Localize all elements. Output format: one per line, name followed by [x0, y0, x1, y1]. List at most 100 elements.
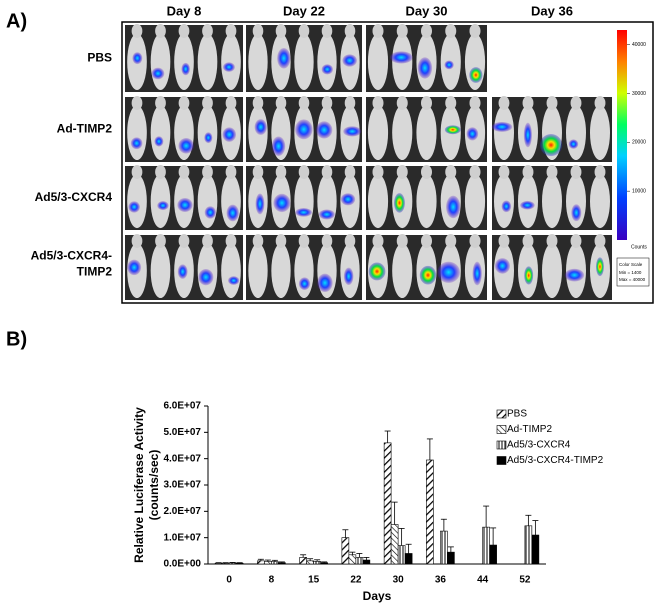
signal	[501, 200, 512, 213]
mouse-head	[469, 24, 481, 38]
y-tick-label: 3.0E+07	[163, 480, 201, 491]
mouse-head	[344, 234, 356, 248]
mouse-head	[372, 24, 384, 38]
mouse-head	[275, 165, 287, 179]
bar	[489, 544, 497, 565]
signal	[298, 277, 311, 291]
signal	[368, 262, 386, 281]
mouse-head	[445, 24, 457, 38]
y-tick-label: 6.0E+07	[163, 401, 201, 412]
signal	[520, 200, 535, 210]
signal	[181, 62, 190, 76]
signal	[343, 267, 354, 285]
bar	[221, 562, 230, 565]
mouse	[221, 243, 241, 299]
color-scale-title: Color Scale	[619, 262, 643, 267]
mouse-head	[469, 165, 481, 179]
bar	[214, 562, 223, 565]
signal	[254, 119, 267, 135]
signal	[177, 198, 193, 213]
mouse	[590, 105, 610, 161]
mouse	[294, 33, 314, 90]
mouse	[294, 174, 314, 229]
bar	[257, 560, 265, 565]
day-label: Day 8	[167, 3, 202, 18]
mouse-head	[321, 24, 333, 38]
mouse-head	[202, 96, 213, 110]
mouse-head	[155, 234, 166, 248]
mouse-head	[396, 165, 408, 179]
mouse-head	[421, 165, 432, 179]
signal	[128, 201, 140, 213]
mouse	[494, 105, 514, 161]
bar	[355, 557, 364, 565]
y-tick-label: 5.0E+07	[163, 427, 201, 438]
bar	[235, 562, 244, 565]
bar	[228, 562, 237, 565]
signal	[178, 137, 194, 154]
mouse-head	[202, 165, 213, 179]
mouse	[197, 33, 218, 90]
mouse-head	[522, 234, 534, 248]
mouse-head	[275, 234, 287, 248]
mouse-head	[594, 234, 606, 248]
mouse-head	[225, 165, 237, 179]
y-tick-label: 0.0E+00	[163, 559, 201, 570]
signal	[494, 258, 510, 274]
color-scale-min: Min = 1400	[619, 270, 642, 275]
mouse-head	[298, 234, 310, 248]
signal	[491, 121, 513, 132]
mouse	[367, 105, 389, 161]
bar	[348, 554, 357, 565]
panel-b: B) 0.0E+00 1.0E+07 2.0E+07 3.0E+07 4.0E+07 5.0…	[6, 328, 604, 603]
mouse-head	[131, 234, 143, 248]
panel-label: A)	[6, 10, 27, 32]
mouse-head	[522, 165, 534, 179]
x-axis-label: Days	[363, 589, 392, 603]
bar	[531, 534, 540, 565]
color-scale-max: Max = 40000	[619, 277, 646, 282]
mouse-head	[469, 96, 481, 110]
signal	[437, 261, 460, 283]
day-label: Day 36	[531, 3, 573, 18]
mouse	[150, 33, 171, 90]
signal	[255, 193, 265, 215]
row-label: TIMP2	[77, 265, 113, 279]
mouse	[248, 243, 268, 299]
mouse-head	[546, 96, 558, 110]
row-label: Ad5/3-CXCR4	[35, 190, 113, 204]
y-tick-label: 4.0E+07	[163, 453, 201, 464]
bar	[271, 561, 279, 565]
mouse-head	[298, 165, 310, 179]
mouse	[367, 33, 389, 90]
mouse-head	[522, 96, 534, 110]
mouse	[150, 105, 171, 161]
color-legend-box	[616, 257, 650, 287]
signal	[393, 193, 405, 213]
bar	[426, 459, 434, 565]
panel-a: A) Day 8 Day 22 Day 30 Day 36 PBS Ad-TIMP2 Ad5/…	[6, 3, 650, 300]
signal	[204, 206, 216, 219]
signal	[295, 208, 312, 217]
x-tick-label: 36	[435, 575, 447, 586]
mouse	[317, 174, 337, 229]
row-label: PBS	[87, 51, 112, 65]
x-tick-label: 30	[393, 575, 405, 586]
legend-swatch	[496, 456, 507, 465]
x-tick-label: 22	[350, 575, 362, 586]
mouse	[221, 33, 241, 90]
legend-swatch	[496, 440, 507, 450]
mouse	[392, 105, 413, 161]
bar	[447, 551, 455, 565]
mouse-head	[421, 234, 432, 248]
mouse-head	[275, 96, 287, 110]
signal	[273, 193, 291, 213]
mouse	[464, 174, 486, 229]
mouse	[174, 33, 194, 90]
legend-label: PBS	[507, 409, 527, 420]
row-label: Ad-TIMP2	[57, 122, 113, 136]
mouse	[271, 243, 291, 299]
mouse	[542, 174, 562, 229]
signal	[132, 52, 143, 65]
bar	[306, 560, 314, 565]
